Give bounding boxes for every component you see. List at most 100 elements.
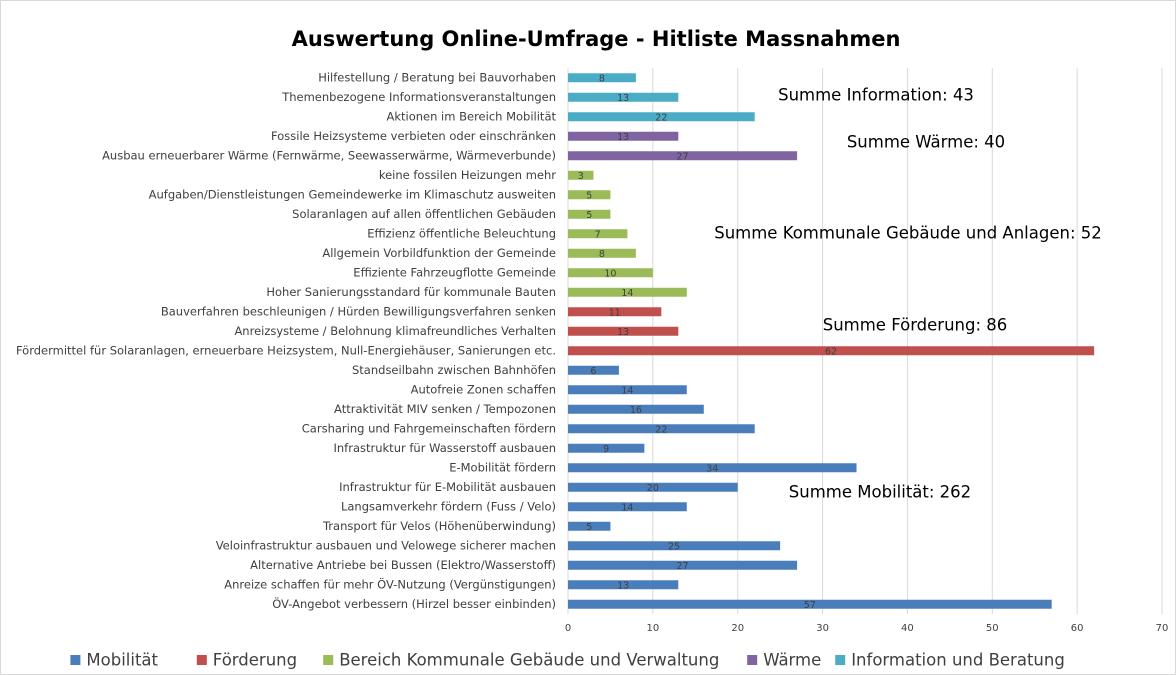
y-tick-label: Aktionen im Bereich Mobilität: [386, 109, 556, 123]
data-label: 7: [595, 229, 601, 240]
y-tick-label: Allgemein Vorbildfunktion der Gemeinde: [322, 246, 556, 260]
data-label: 5: [586, 522, 592, 533]
bar: [568, 463, 857, 473]
bar: [568, 365, 619, 375]
data-label: 13: [617, 132, 629, 143]
data-label: 13: [617, 327, 629, 338]
y-tick-label: Transport für Velos (Höhenüberwindung): [322, 519, 556, 533]
y-tick-label: Bauverfahren beschleunigen / Hürden Bewi…: [161, 304, 556, 318]
bar: [568, 541, 781, 551]
x-tick-label: 0: [565, 623, 571, 634]
y-tick-label: ÖV-Angebot verbessern (Hirzel besser ein…: [272, 595, 556, 611]
y-tick-label: Anreizsysteme / Belohnung klimafreundlic…: [234, 324, 556, 338]
legend-swatch: [196, 655, 207, 665]
legend-label: Bereich Kommunale Gebäude und Verwaltung: [339, 651, 719, 670]
bar: [568, 307, 662, 317]
data-label: 27: [677, 561, 689, 572]
data-label: 27: [677, 151, 689, 162]
chart-title: Auswertung Online-Umfrage - Hitliste Mas…: [292, 27, 901, 51]
data-label: 14: [621, 288, 633, 299]
annotation: Summe Wärme: 40: [847, 133, 1005, 152]
data-label: 34: [706, 463, 718, 474]
bar: [568, 599, 1052, 609]
y-tick-label: Infrastruktur für E-Mobilität ausbauen: [339, 480, 556, 494]
legend-swatch: [835, 655, 846, 665]
bar: [568, 151, 798, 161]
annotation: Summe Mobilität: 262: [789, 483, 971, 502]
y-tick-label: Carsharing und Fahrgemeinschaften förder…: [302, 421, 556, 435]
bar: [568, 73, 636, 83]
bar: [568, 521, 611, 531]
data-label: 25: [668, 541, 680, 552]
y-tick-label: Fossile Heizsysteme verbieten oder einsc…: [271, 129, 556, 143]
bar: [568, 385, 687, 395]
legend-label: Information und Beratung: [851, 651, 1065, 670]
bar: [568, 112, 755, 122]
bar: [568, 443, 645, 453]
bar: [568, 209, 611, 219]
data-label: 62: [825, 346, 837, 357]
bar: [568, 502, 687, 512]
data-label: 22: [655, 112, 667, 123]
data-label: 8: [599, 249, 605, 260]
data-label: 8: [599, 73, 605, 84]
legend-swatch: [70, 655, 81, 665]
legend-label: Wärme: [763, 651, 821, 670]
y-tick-label: Hilfestellung / Beratung bei Bauvorhaben: [318, 70, 556, 84]
y-tick-label: Attraktivität MIV senken / Tempozonen: [334, 402, 556, 416]
x-tick-label: 20: [731, 623, 744, 634]
data-label: 11: [609, 307, 621, 318]
bar: [568, 404, 704, 414]
bar: [568, 482, 738, 492]
data-label: 5: [586, 190, 592, 201]
bar: [568, 92, 679, 102]
y-tick-label: Veloinfrastruktur ausbauen und Velowege …: [216, 538, 556, 552]
y-tick-label: Autofreie Zonen schaffen: [411, 382, 556, 396]
data-label: 13: [617, 93, 629, 104]
y-tick-label: Effiziente Fahrzeugflotte Gemeinde: [353, 265, 556, 279]
y-tick-label: Solaranlagen auf allen öffentlichen Gebä…: [292, 207, 556, 221]
data-label: 9: [603, 444, 609, 455]
y-tick-label: Aufgaben/Dienstleistungen Gemeindewerke …: [149, 187, 556, 201]
annotation: Summe Kommunale Gebäude und Anlagen: 52: [714, 224, 1102, 243]
y-tick-label: E-Mobilität fördern: [449, 460, 556, 474]
data-label: 6: [590, 366, 596, 377]
bar: [568, 268, 653, 278]
data-label: 22: [655, 424, 667, 435]
data-label: 20: [647, 483, 659, 494]
y-tick-label: Anreize schaffen für mehr ÖV-Nutzung (Ve…: [224, 575, 556, 591]
x-tick-label: 40: [901, 623, 914, 634]
x-tick-label: 10: [646, 623, 659, 634]
legend-swatch: [747, 655, 758, 665]
y-tick-label: Ausbau erneuerbarer Wärme (Fernwärme, Se…: [102, 148, 556, 162]
data-label: 13: [617, 580, 629, 591]
y-tick-label: Standseilbahn zwischen Bahnhöfen: [352, 363, 556, 377]
bar: [568, 560, 798, 570]
data-label: 3: [578, 171, 584, 182]
bar: [568, 326, 679, 336]
data-label: 57: [804, 600, 816, 611]
y-tick-label: Fördermittel für Solaranlagen, erneuerba…: [16, 343, 556, 357]
y-tick-label: Infrastruktur für Wasserstoff ausbauen: [334, 441, 557, 455]
y-tick-label: Hoher Sanierungsstandard für kommunale B…: [266, 285, 556, 299]
legend-swatch: [323, 655, 334, 665]
y-tick-label: keine fossilen Heizungen mehr: [379, 168, 556, 182]
data-label: 5: [586, 210, 592, 221]
annotation: Summe Förderung: 86: [823, 316, 1008, 335]
data-label: 16: [630, 405, 642, 416]
legend-label: Förderung: [213, 651, 297, 670]
y-tick-label: Themenbezogene Informationsveranstaltung…: [281, 90, 556, 104]
y-tick-label: Langsamverkehr fördern (Fuss / Velo): [341, 499, 556, 513]
x-tick-label: 70: [1156, 623, 1169, 634]
y-tick-label: Alternative Antriebe bei Bussen (Elektro…: [250, 558, 556, 572]
annotation: Summe Information: 43: [778, 86, 974, 105]
bar: [568, 287, 687, 297]
data-label: 14: [621, 502, 633, 513]
x-tick-label: 30: [816, 623, 829, 634]
bar: [568, 131, 679, 141]
x-tick-label: 60: [1071, 623, 1084, 634]
bar: [568, 170, 594, 180]
bar: [568, 190, 611, 200]
bar: [568, 580, 679, 590]
